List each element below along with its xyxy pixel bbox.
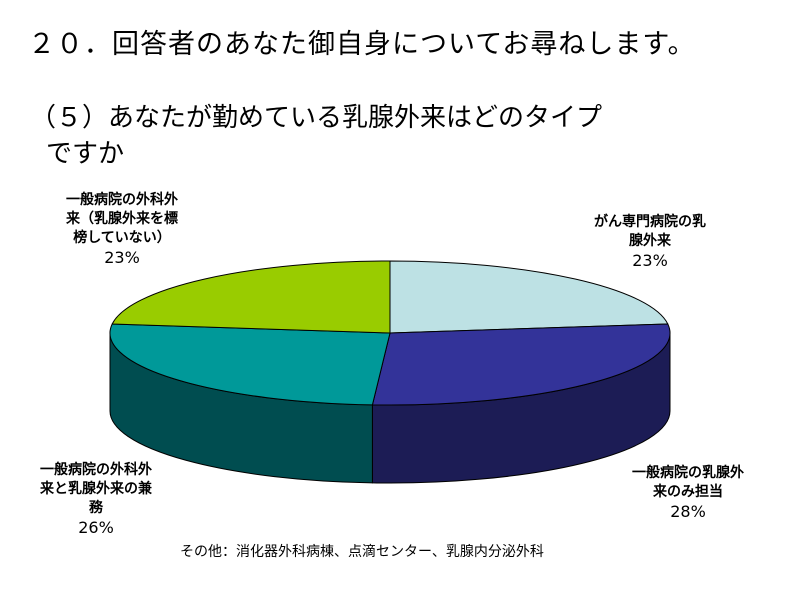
- question-line-1: （５）あなたが勤めている乳腺外来はどのタイプ: [30, 103, 603, 133]
- slice-percent: 23%: [104, 248, 140, 267]
- slice-label-cancer-hospital: がん専門病院の乳 腺外来 23%: [560, 213, 740, 270]
- slice-percent: 26%: [78, 518, 114, 537]
- pie-slice-1: [371, 323, 671, 406]
- pie-slice-0: [389, 260, 669, 334]
- slice-label-surgery-only: 一般病院の外科外 来（乳腺外来を標 榜していない） 23%: [32, 191, 212, 267]
- slice-label-surgery-and-breast: 一般病院の外科外 来と乳腺外来の兼 務 26%: [6, 461, 186, 537]
- slice-percent: 23%: [632, 251, 668, 270]
- pie-slice-2: [109, 323, 391, 406]
- pie-slice-3: [111, 260, 391, 334]
- slice-label-breast-only: 一般病院の乳腺外 来のみ担当 28%: [598, 464, 778, 521]
- question-line-2: ですか: [46, 139, 125, 169]
- page-title: ２０．回答者のあなた御自身についてお尋ねします。: [28, 29, 696, 60]
- chart-footnote: その他：消化器外科病棟、点滴センター、乳腺内分泌外科: [180, 544, 544, 560]
- slice-percent: 28%: [670, 502, 706, 521]
- chart-question: （５）あなたが勤めている乳腺外来はどのタイプ ですか: [30, 100, 602, 172]
